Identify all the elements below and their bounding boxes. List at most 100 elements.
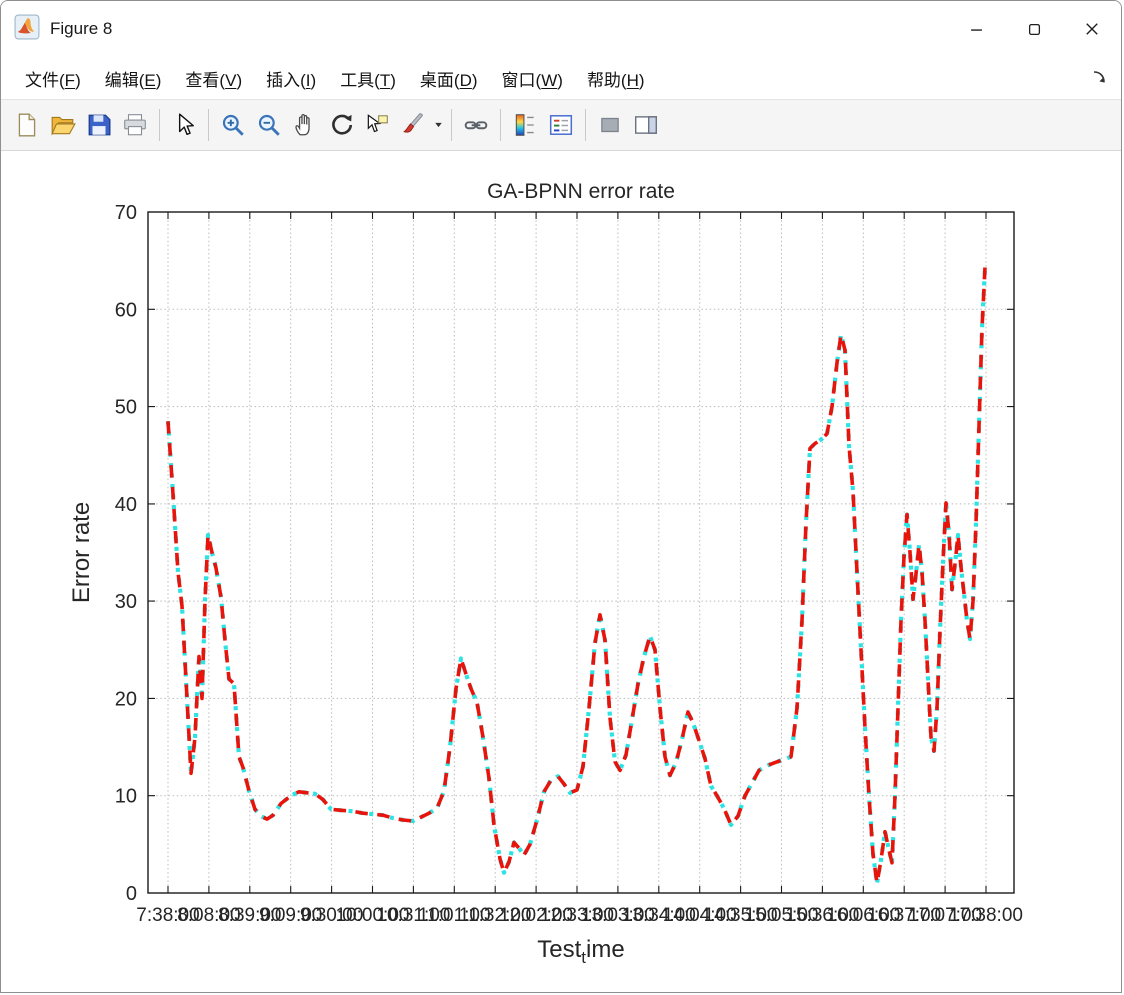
- data-cursor-icon: [367, 114, 388, 133]
- svg-text:13:03:00: 13:03:00: [581, 905, 655, 926]
- svg-text:12:02:00: 12:02:00: [499, 905, 573, 926]
- svg-text:0: 0: [126, 883, 137, 905]
- data-cursor-button[interactable]: [359, 105, 395, 145]
- svg-text:14:04:00: 14:04:00: [663, 905, 737, 926]
- toolbar-separator: [500, 109, 501, 141]
- svg-text:12:33:00: 12:33:00: [540, 905, 614, 926]
- svg-text:13:34:00: 13:34:00: [622, 905, 696, 926]
- window-title: Figure 8: [50, 19, 113, 38]
- new-file-button[interactable]: [9, 105, 45, 145]
- axis-ticks: [148, 211, 1014, 894]
- brush-dropdown-button[interactable]: [431, 105, 445, 145]
- svg-text:17:07:00: 17:07:00: [908, 905, 982, 926]
- menu-item-h[interactable]: 帮助(H): [575, 60, 657, 97]
- x-axis-label: Testtime: [537, 936, 624, 967]
- zoom-in-button[interactable]: [215, 105, 251, 145]
- toolbar-separator: [208, 109, 209, 141]
- svg-text:10:00:00: 10:00:00: [336, 905, 410, 926]
- svg-text:60: 60: [115, 299, 137, 321]
- y-axis-label: Error rate: [68, 502, 95, 603]
- error-rate-chart: GA-BPNN error rate 0 10 20 30 40 50 60 70 7:38:00…: [68, 180, 1023, 967]
- svg-text:10:31:00: 10:31:00: [376, 905, 450, 926]
- link-plots-icon: [464, 121, 488, 130]
- window-controls: [947, 1, 1121, 57]
- save-figure-icon: [88, 114, 111, 136]
- menu-item-e[interactable]: 编辑(E): [93, 60, 174, 97]
- close-button[interactable]: [1063, 1, 1121, 57]
- svg-text:16:37:00: 16:37:00: [867, 905, 941, 926]
- svg-text:70: 70: [115, 202, 137, 224]
- matlab-app-icon: [14, 14, 40, 45]
- dock-figure-icon: [1093, 71, 1105, 83]
- svg-text:7:38:00: 7:38:00: [136, 905, 199, 926]
- svg-text:16:06:00: 16:06:00: [826, 905, 900, 926]
- minimize-icon: [970, 28, 982, 31]
- zoom-out-button[interactable]: [251, 105, 287, 145]
- brush-icon: [403, 113, 423, 133]
- svg-text:10: 10: [115, 786, 137, 808]
- rotate-3d-icon: [332, 114, 353, 135]
- menubar-items: 文件(F) 编辑(E) 查看(V) 插入(I) 工具(T) 桌面(D) 窗口(W) 帮助(H): [13, 60, 657, 97]
- menu-item-d[interactable]: 桌面(D): [408, 60, 490, 97]
- svg-text:11:01:00: 11:01:00: [418, 905, 491, 926]
- series-line-overlay: [165, 267, 988, 886]
- figure-toolbar: [1, 100, 1121, 151]
- plot-grid: [148, 212, 1014, 893]
- svg-text:15:36:00: 15:36:00: [785, 905, 859, 926]
- svg-text:11:32:00: 11:32:00: [459, 905, 532, 926]
- show-plot-tools-button[interactable]: [628, 105, 664, 145]
- print-figure-icon: [124, 114, 146, 136]
- svg-text:20: 20: [115, 688, 137, 710]
- pan-hand-icon: [295, 113, 310, 136]
- svg-text:30: 30: [115, 591, 137, 613]
- close-icon: [1086, 23, 1098, 35]
- plot-box: [147, 211, 1015, 894]
- insert-legend-icon: [549, 115, 573, 135]
- dock-figure-button[interactable]: [1087, 65, 1111, 92]
- menu-item-t[interactable]: 工具(T): [328, 60, 408, 97]
- svg-text:14:35:00: 14:35:00: [704, 905, 778, 926]
- brush-button[interactable]: [395, 105, 431, 145]
- insert-colorbar-button[interactable]: [507, 105, 543, 145]
- svg-text:9:30:00: 9:30:00: [300, 905, 363, 926]
- svg-text:17:38:00: 17:38:00: [949, 905, 1023, 926]
- arrow-cursor-icon: [178, 113, 194, 136]
- svg-text:15:05:00: 15:05:00: [745, 905, 819, 926]
- toolbar-separator: [159, 109, 160, 141]
- arrow-cursor-button[interactable]: [166, 105, 202, 145]
- menu-item-f[interactable]: 文件(F): [13, 60, 93, 97]
- show-plot-tools-icon: [635, 116, 657, 134]
- rotate-3d-button[interactable]: [323, 105, 359, 145]
- print-figure-button[interactable]: [117, 105, 153, 145]
- svg-text:8:08:00: 8:08:00: [177, 905, 240, 926]
- open-folder-button[interactable]: [45, 105, 81, 145]
- menu-item-i[interactable]: 插入(I): [254, 60, 328, 97]
- toolbar-separator: [585, 109, 586, 141]
- menu-item-v[interactable]: 查看(V): [173, 60, 254, 97]
- toolbar-separator: [451, 109, 452, 141]
- insert-colorbar-icon: [515, 114, 534, 136]
- menubar: 文件(F) 编辑(E) 查看(V) 插入(I) 工具(T) 桌面(D) 窗口(W) 帮助(H): [1, 57, 1121, 100]
- brush-dropdown-icon: [434, 122, 442, 128]
- new-file-icon: [18, 113, 36, 137]
- zoom-in-icon: [222, 114, 244, 136]
- pan-hand-button[interactable]: [287, 105, 323, 145]
- x-tick-labels: 7:38:008:08:008:39:009:09:009:30:0010:00…: [136, 905, 1023, 926]
- open-folder-icon: [51, 116, 76, 136]
- insert-legend-button[interactable]: [543, 105, 579, 145]
- chart-title: GA-BPNN error rate: [487, 180, 675, 203]
- menu-item-w[interactable]: 窗口(W): [490, 60, 575, 97]
- maximize-button[interactable]: [1005, 1, 1063, 57]
- hide-plot-tools-icon: [601, 117, 619, 133]
- save-figure-button[interactable]: [81, 105, 117, 145]
- titlebar[interactable]: Figure 8: [1, 1, 1121, 57]
- zoom-out-icon: [258, 114, 280, 136]
- chart-area[interactable]: GA-BPNN error rate 0 10 20 30 40 50 60 70 7:38:00…: [1, 151, 1121, 992]
- maximize-icon: [1028, 23, 1040, 35]
- minimize-button[interactable]: [947, 1, 1005, 57]
- link-plots-button[interactable]: [458, 105, 494, 145]
- titlebar-left: Figure 8: [1, 14, 112, 45]
- hide-plot-tools-button[interactable]: [592, 105, 628, 145]
- svg-text:50: 50: [115, 397, 137, 419]
